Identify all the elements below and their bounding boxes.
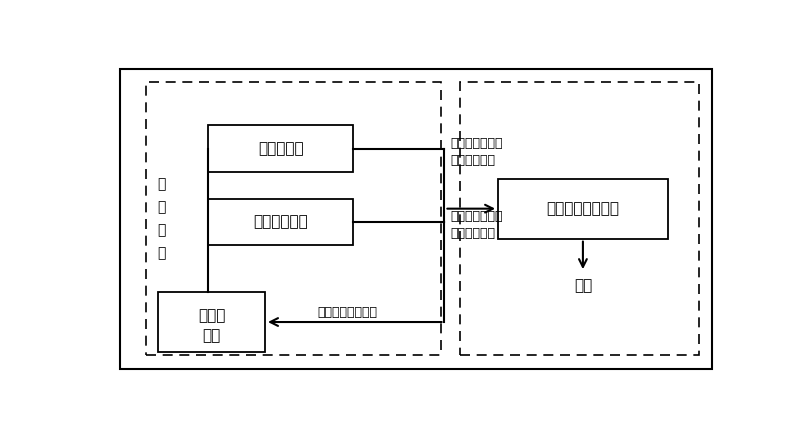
Text: 引车: 引车 bbox=[202, 328, 221, 343]
Bar bbox=[158, 292, 264, 352]
Text: 高频读写器: 高频读写器 bbox=[258, 141, 303, 156]
Text: 远距离区域读取
第二标签信息: 远距离区域读取 第二标签信息 bbox=[450, 210, 503, 240]
Bar bbox=[208, 125, 353, 172]
Text: 自动导: 自动导 bbox=[198, 308, 225, 323]
Bar bbox=[460, 82, 698, 355]
Text: 存储: 存储 bbox=[573, 278, 591, 293]
Bar bbox=[497, 179, 667, 239]
Text: 近距离区域读取
第一标签信息: 近距离区域读取 第一标签信息 bbox=[450, 137, 503, 167]
Text: 获取物品读取位置: 获取物品读取位置 bbox=[316, 306, 376, 319]
Text: 超高频读写器: 超高频读写器 bbox=[253, 214, 308, 229]
Text: 中央数据管理平台: 中央数据管理平台 bbox=[546, 201, 619, 216]
Bar bbox=[145, 82, 441, 355]
Text: 自
动
行
驶: 自 动 行 驶 bbox=[157, 178, 165, 260]
Bar bbox=[208, 199, 353, 246]
